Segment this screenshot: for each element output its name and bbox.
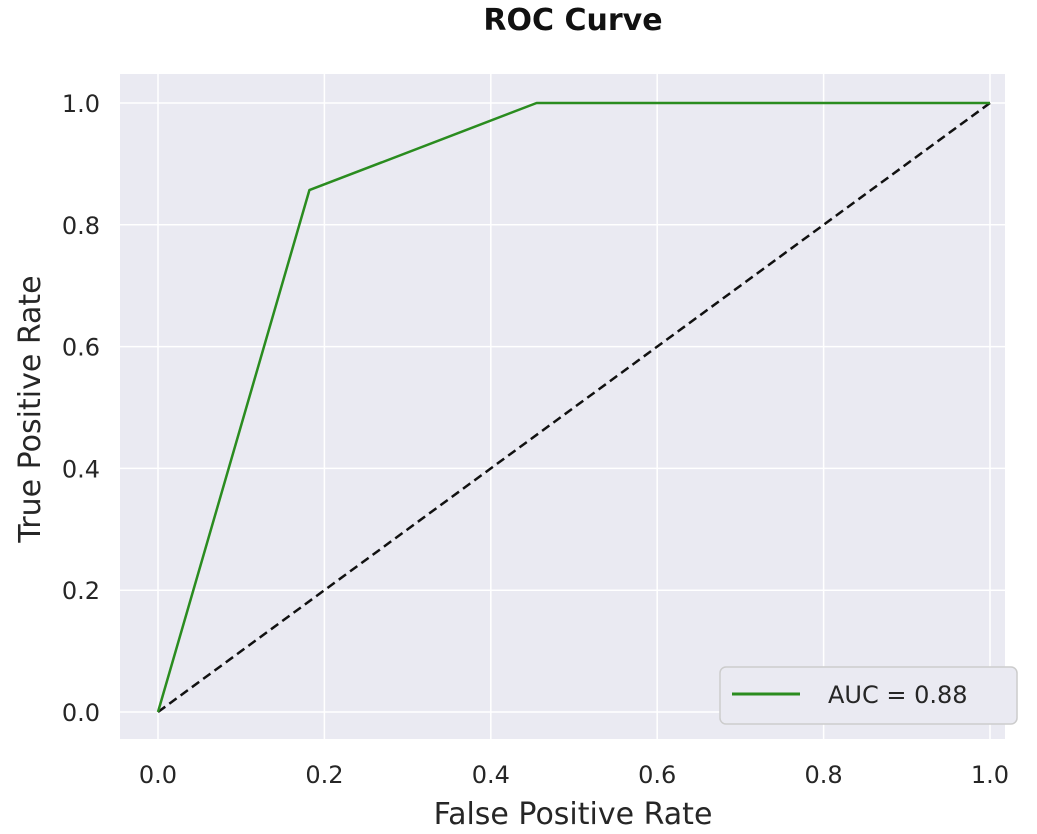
x-tick-label: 0.4 [472, 761, 510, 789]
y-tick-label: 0.4 [62, 455, 100, 483]
plot-area [120, 74, 1005, 739]
y-tick-label: 0.2 [62, 577, 100, 605]
tick-labels: 0.0 0.2 0.4 0.6 0.8 1.0 0.0 0.2 0.4 0.6 0.8 1.0 [62, 90, 1009, 789]
y-tick-label: 0.8 [62, 212, 100, 240]
x-tick-label: 0.6 [638, 761, 676, 789]
grid [120, 74, 1005, 739]
x-tick-label: 0.8 [805, 761, 843, 789]
baseline-line [157, 101, 991, 714]
x-axis-label: False Positive Rate [434, 797, 713, 832]
x-tick-label: 0.0 [139, 761, 177, 789]
chart-title: ROC Curve [483, 3, 662, 38]
legend-box [719, 666, 1018, 725]
roc-line [156, 101, 990, 713]
legend-label-roc: AUC = 0.88 [828, 681, 968, 709]
x-tick-label: 1.0 [971, 761, 1009, 789]
y-axis-label: True Positive Rate [13, 275, 48, 543]
y-tick-label: 1.0 [62, 90, 100, 118]
y-tick-label: 0.0 [62, 699, 100, 727]
legend: AUC = 0.88 [719, 666, 1018, 725]
y-tick-label: 0.6 [62, 334, 100, 362]
series-group [156, 101, 991, 714]
x-tick-label: 0.2 [305, 761, 343, 789]
